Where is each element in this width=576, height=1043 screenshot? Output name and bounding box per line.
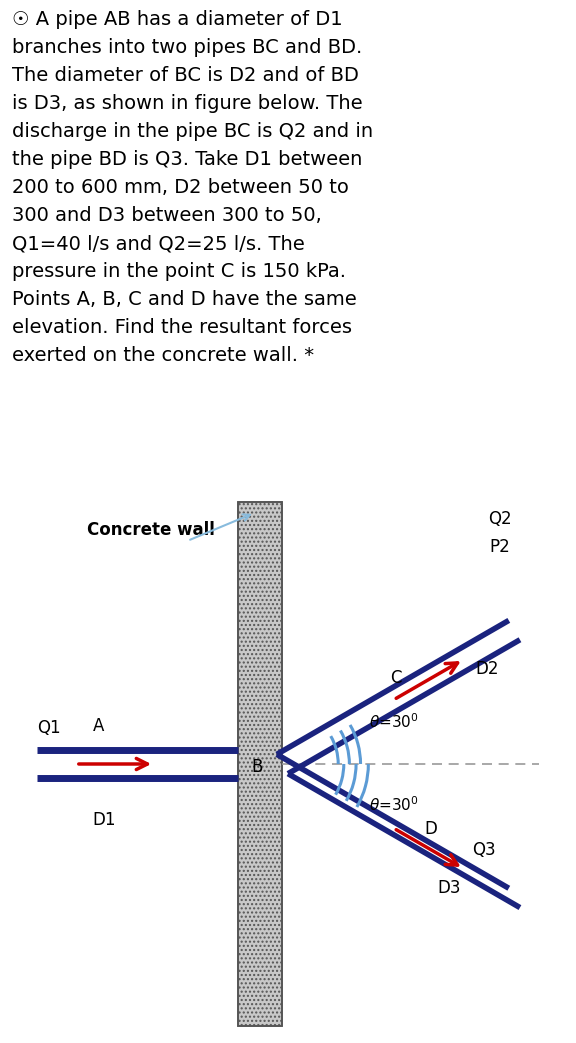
Text: ☉ A pipe AB has a diameter of D1
branches into two pipes BC and BD.
The diameter: ☉ A pipe AB has a diameter of D1 branche… [12,10,373,365]
Text: A: A [93,717,104,734]
Text: $\theta$=30$^0$: $\theta$=30$^0$ [369,712,419,731]
Bar [238,502,282,1026]
Text: C: C [390,670,401,687]
Text: D1: D1 [93,811,116,829]
Text: B: B [252,758,263,776]
Text: Q3: Q3 [472,841,495,858]
Text: D: D [425,820,437,839]
Text: P2: P2 [490,538,510,556]
Text: Concrete wall: Concrete wall [87,522,215,539]
Text: D2: D2 [475,660,499,678]
Text: D3: D3 [437,879,461,897]
Text: $\theta$=30$^0$: $\theta$=30$^0$ [369,796,419,815]
Bar [238,502,282,1026]
Text: Q2: Q2 [488,510,512,528]
Text: Q1: Q1 [37,720,60,737]
